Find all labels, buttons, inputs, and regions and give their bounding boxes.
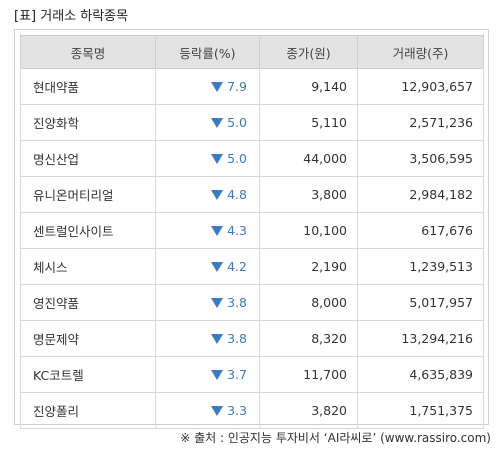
change-cell: 4.3: [155, 212, 260, 249]
change-rate: 5.0: [227, 115, 247, 130]
closing-price: 2,190: [259, 248, 358, 285]
down-triangle-icon: [211, 334, 224, 344]
trade-volume: 617,676: [357, 212, 484, 249]
change-rate: 4.3: [227, 223, 247, 238]
change-rate: 3.7: [227, 367, 247, 382]
table-row: 진양화학 5.0 5,110 2,571,236: [20, 104, 484, 141]
down-triangle-icon: [211, 406, 224, 416]
table-frame: 종목명 등락률(%) 종가(원) 거래량(주) 현대약품 7.9 9,140 1…: [14, 29, 489, 429]
stock-name: 명신산업: [20, 140, 156, 177]
header-volume: 거래량(주): [357, 35, 484, 69]
declining-stocks-table: 종목명 등락률(%) 종가(원) 거래량(주) 현대약품 7.9 9,140 1…: [20, 35, 484, 429]
closing-price: 8,000: [259, 284, 358, 321]
table-row: 유니온머티리얼 4.8 3,800 2,984,182: [20, 176, 484, 213]
source-footnote: ※ 출처 : 인공지능 투자비서 ‘AI라씨로’ (www.rassiro.co…: [180, 431, 491, 445]
stock-name: 센트럴인사이트: [20, 212, 156, 249]
trade-volume: 2,984,182: [357, 176, 484, 213]
trade-volume: 12,903,657: [357, 68, 484, 105]
stock-name: 진양화학: [20, 104, 156, 141]
stock-name: 영진약품: [20, 284, 156, 321]
change-rate: 7.9: [227, 79, 247, 94]
down-triangle-icon: [211, 190, 224, 200]
change-rate: 3.3: [227, 403, 247, 418]
table-row: 센트럴인사이트 4.3 10,100 617,676: [20, 212, 484, 249]
down-triangle-icon: [211, 154, 224, 164]
stock-name: 명문제약: [20, 320, 156, 357]
trade-volume: 4,635,839: [357, 356, 484, 393]
change-cell: 3.7: [155, 356, 260, 393]
trade-volume: 13,294,216: [357, 320, 484, 357]
page-title: [표] 거래소 하락종목: [14, 9, 129, 24]
trade-volume: 3,506,595: [357, 140, 484, 177]
down-triangle-icon: [211, 262, 224, 272]
trade-volume: 1,751,375: [357, 392, 484, 429]
change-cell: 5.0: [155, 140, 260, 177]
closing-price: 9,140: [259, 68, 358, 105]
stock-name: 유니온머티리얼: [20, 176, 156, 213]
table-row: 영진약품 3.8 8,000 5,017,957: [20, 284, 484, 321]
table-row: 체시스 4.2 2,190 1,239,513: [20, 248, 484, 285]
change-rate: 5.0: [227, 151, 247, 166]
header-change-rate: 등락률(%): [155, 35, 260, 69]
stock-name: 진양폴리: [20, 392, 156, 429]
down-triangle-icon: [211, 370, 224, 380]
trade-volume: 1,239,513: [357, 248, 484, 285]
change-rate: 4.2: [227, 259, 247, 274]
change-cell: 3.8: [155, 284, 260, 321]
down-triangle-icon: [211, 298, 224, 308]
stock-name: KC코트렐: [20, 356, 156, 393]
header-closing-price: 종가(원): [259, 35, 358, 69]
table-row: 명신산업 5.0 44,000 3,506,595: [20, 140, 484, 177]
change-rate: 3.8: [227, 295, 247, 310]
closing-price: 5,110: [259, 104, 358, 141]
table-header-row: 종목명 등락률(%) 종가(원) 거래량(주): [20, 35, 484, 69]
down-triangle-icon: [211, 226, 224, 236]
change-cell: 7.9: [155, 68, 260, 105]
closing-price: 11,700: [259, 356, 358, 393]
closing-price: 8,320: [259, 320, 358, 357]
closing-price: 3,800: [259, 176, 358, 213]
change-rate: 4.8: [227, 187, 247, 202]
table-row: 현대약품 7.9 9,140 12,903,657: [20, 68, 484, 105]
closing-price: 44,000: [259, 140, 358, 177]
change-cell: 3.3: [155, 392, 260, 429]
change-cell: 4.2: [155, 248, 260, 285]
stock-name: 체시스: [20, 248, 156, 285]
change-cell: 4.8: [155, 176, 260, 213]
change-cell: 3.8: [155, 320, 260, 357]
trade-volume: 5,017,957: [357, 284, 484, 321]
table-row: 명문제약 3.8 8,320 13,294,216: [20, 320, 484, 357]
change-rate: 3.8: [227, 331, 247, 346]
down-triangle-icon: [211, 118, 224, 128]
header-stock-name: 종목명: [20, 35, 156, 69]
closing-price: 10,100: [259, 212, 358, 249]
down-triangle-icon: [211, 82, 224, 92]
change-cell: 5.0: [155, 104, 260, 141]
trade-volume: 2,571,236: [357, 104, 484, 141]
table-row: KC코트렐 3.7 11,700 4,635,839: [20, 356, 484, 393]
table-row: 진양폴리 3.3 3,820 1,751,375: [20, 392, 484, 429]
stock-name: 현대약품: [20, 68, 156, 105]
closing-price: 3,820: [259, 392, 358, 429]
